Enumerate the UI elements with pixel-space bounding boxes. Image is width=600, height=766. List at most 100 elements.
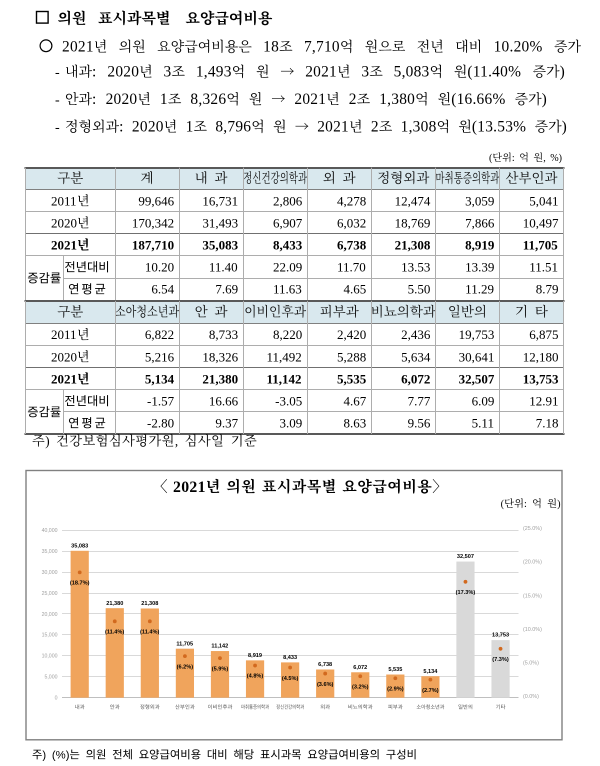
svg-text:8,433: 8,433 (273, 237, 303, 252)
svg-text:13,753: 13,753 (523, 371, 559, 386)
svg-text:25,000: 25,000 (42, 591, 58, 597)
svg-text:1,380: 1,380 (379, 91, 415, 108)
svg-text:11.40: 11.40 (209, 260, 238, 275)
svg-text:15,000: 15,000 (42, 633, 58, 639)
svg-text:8,919: 8,919 (465, 237, 495, 252)
svg-text:8,919: 8,919 (248, 653, 262, 659)
svg-text:6,822: 6,822 (145, 327, 174, 342)
svg-text:5,134: 5,134 (145, 371, 175, 386)
svg-text:13.53: 13.53 (401, 260, 430, 275)
svg-text:4,278: 4,278 (337, 193, 366, 208)
svg-text:2020: 2020 (107, 64, 139, 81)
svg-text::: : (92, 91, 97, 108)
svg-text:2: 2 (349, 91, 357, 108)
svg-text:12.91: 12.91 (529, 393, 558, 408)
svg-text:8.63: 8.63 (344, 416, 367, 431)
svg-text::: : (119, 119, 124, 136)
svg-text:11,142: 11,142 (266, 371, 301, 386)
svg-text:32,507: 32,507 (459, 371, 495, 386)
svg-text:12,474: 12,474 (395, 193, 431, 208)
svg-text:2021: 2021 (51, 237, 77, 252)
svg-text:5,134: 5,134 (423, 669, 438, 675)
svg-text:(4.5%): (4.5%) (282, 676, 299, 682)
svg-text:11,142: 11,142 (211, 644, 228, 650)
svg-text:(25.0%): (25.0%) (523, 526, 542, 532)
svg-text:30,641: 30,641 (459, 349, 495, 364)
svg-text:(18.7%): (18.7%) (70, 581, 90, 587)
svg-text:12,180: 12,180 (523, 349, 559, 364)
svg-text:10,000: 10,000 (42, 654, 58, 660)
svg-text:2021: 2021 (305, 64, 337, 81)
svg-text:2,436: 2,436 (401, 327, 431, 342)
svg-text:2021: 2021 (51, 371, 77, 386)
svg-text:(11.40%: (11.40% (467, 64, 521, 81)
svg-text:3: 3 (361, 64, 369, 81)
svg-text:8,220: 8,220 (273, 327, 302, 342)
svg-text:): ) (562, 119, 567, 136)
svg-text:7,710: 7,710 (304, 39, 340, 56)
svg-text:99,646: 99,646 (138, 193, 174, 208)
svg-text:(%): (%) (52, 750, 70, 762)
svg-text:0: 0 (55, 696, 58, 702)
svg-text:31,493: 31,493 (202, 215, 238, 230)
svg-text:6,072: 6,072 (353, 665, 367, 671)
svg-text:21,308: 21,308 (395, 237, 431, 252)
svg-text:-: - (55, 121, 60, 136)
svg-text:2: 2 (371, 119, 379, 136)
svg-text:8,796: 8,796 (215, 119, 251, 136)
svg-text:9.37: 9.37 (215, 416, 238, 431)
svg-text:): ) (42, 750, 46, 762)
svg-text:2,420: 2,420 (337, 327, 366, 342)
svg-text:(11.4%): (11.4%) (105, 630, 124, 636)
svg-text:6,738: 6,738 (318, 662, 332, 668)
svg-text:11.70: 11.70 (337, 260, 366, 275)
svg-text:6.09: 6.09 (472, 393, 495, 408)
svg-text:20,000: 20,000 (42, 612, 58, 618)
svg-text:5,000: 5,000 (44, 675, 57, 681)
svg-text:18: 18 (263, 39, 279, 56)
svg-text:3: 3 (164, 64, 172, 81)
svg-text:6.54: 6.54 (151, 282, 174, 297)
svg-text:(3.6%): (3.6%) (317, 682, 334, 688)
svg-text:(11.4%): (11.4%) (140, 630, 159, 636)
svg-text:(5.9%): (5.9%) (212, 666, 229, 672)
svg-text:32,507: 32,507 (457, 554, 474, 560)
svg-text:2021: 2021 (294, 91, 326, 108)
svg-text:5,083: 5,083 (394, 64, 430, 81)
svg-text::: : (524, 499, 527, 510)
svg-text:5.11: 5.11 (472, 416, 494, 431)
svg-text:(2.9%): (2.9%) (387, 686, 404, 692)
svg-text:21,380: 21,380 (106, 601, 123, 607)
svg-text:(0.0%): (0.0%) (523, 694, 539, 700)
svg-text:10.20: 10.20 (145, 260, 174, 275)
svg-text:5,216: 5,216 (145, 349, 175, 364)
svg-text::: : (92, 64, 97, 81)
svg-text:3.09: 3.09 (279, 416, 302, 431)
svg-text:21,380: 21,380 (202, 371, 238, 386)
svg-text:(5.0%): (5.0%) (523, 660, 539, 666)
svg-text:-2.80: -2.80 (147, 416, 174, 431)
svg-text:%): %) (550, 153, 562, 164)
svg-text:4.65: 4.65 (344, 282, 367, 297)
svg-text:(15.0%): (15.0%) (523, 593, 542, 599)
svg-text:11.29: 11.29 (465, 282, 494, 297)
svg-text:5,634: 5,634 (401, 349, 431, 364)
svg-text:8,326: 8,326 (190, 91, 226, 108)
svg-text:6,032: 6,032 (337, 215, 366, 230)
svg-text:11,705: 11,705 (176, 641, 193, 647)
svg-text:35,083: 35,083 (71, 543, 88, 549)
svg-text:,: , (175, 433, 178, 448)
svg-text:1: 1 (160, 91, 168, 108)
svg-text:18,326: 18,326 (202, 349, 238, 364)
svg-text:2021: 2021 (173, 479, 206, 496)
svg-text:6,875: 6,875 (529, 327, 558, 342)
svg-text:3,059: 3,059 (465, 193, 494, 208)
svg-text::: : (512, 153, 515, 164)
svg-text:2021: 2021 (317, 119, 349, 136)
svg-text:): ) (557, 499, 560, 510)
svg-text:(: ( (489, 153, 493, 164)
svg-text:(: ( (501, 499, 505, 510)
svg-text:): ) (542, 91, 547, 108)
svg-text:11,492: 11,492 (266, 349, 301, 364)
svg-text:10,497: 10,497 (523, 215, 559, 230)
